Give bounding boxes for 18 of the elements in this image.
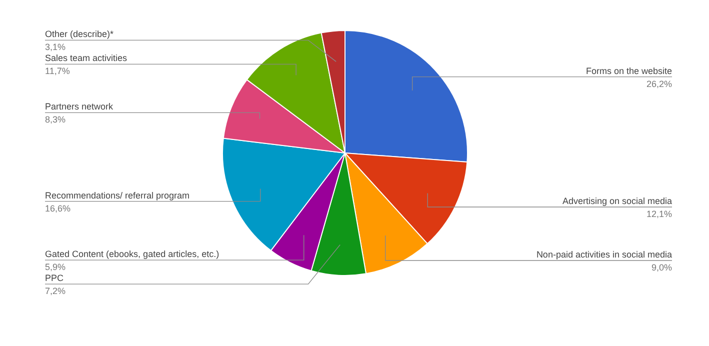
slice-label: Advertising on social media bbox=[562, 196, 672, 206]
data-label: 9,0% bbox=[651, 262, 672, 273]
data-label: 7,2% bbox=[45, 286, 66, 296]
data-label: 11,7% bbox=[45, 66, 70, 76]
slice-label: Sales team activities bbox=[45, 53, 128, 64]
data-label: 16,6% bbox=[45, 203, 71, 214]
slice-label: Gated Content (ebooks, gated articles, etc.) bbox=[45, 249, 220, 260]
slice-label: PPC bbox=[45, 273, 64, 284]
data-label: 8,3% bbox=[45, 114, 66, 125]
slice-label: Forms on the website bbox=[586, 66, 672, 76]
slice-label: Recommendations/ referral program bbox=[45, 190, 190, 200]
data-label: 26,2% bbox=[646, 78, 672, 89]
slice-label: Other (describe)* bbox=[45, 29, 114, 40]
data-label: 5,9% bbox=[45, 262, 66, 272]
data-label: 12,1% bbox=[646, 208, 672, 219]
data-label: 3,1% bbox=[45, 42, 66, 52]
slice-label: Non-paid activities in social media bbox=[536, 250, 672, 260]
slice-label: Partners network bbox=[45, 102, 114, 112]
